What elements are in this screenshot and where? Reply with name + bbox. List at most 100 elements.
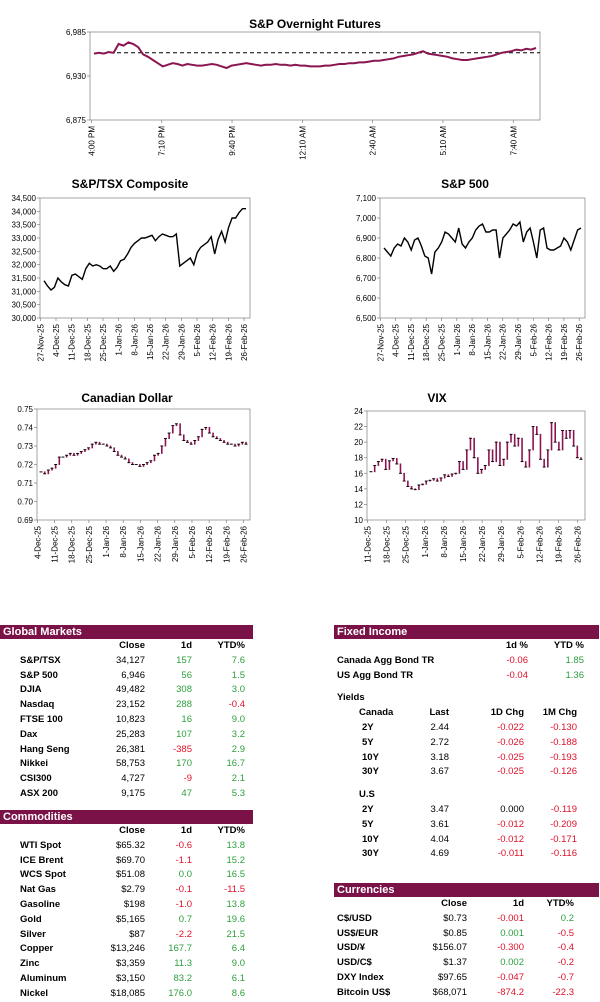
change-ytd: -0.4 xyxy=(228,699,245,711)
yield-column-header: 1D Chg xyxy=(490,707,524,719)
vix-xtick-label: 8-Jan-26 xyxy=(440,525,449,557)
change-1d: 47 xyxy=(181,787,192,799)
change-1d: -9 xyxy=(183,773,192,785)
cad-xtick-label: 22-Jan-26 xyxy=(154,525,163,562)
futures-title: S&P Overnight Futures xyxy=(249,17,381,31)
column-header: 1d % xyxy=(505,640,528,651)
futures-xtick-label: 12:10 AM xyxy=(298,126,307,160)
change-ytd: 8.6 xyxy=(231,987,245,999)
change-ytd: 5.3 xyxy=(231,787,245,799)
change-1d: 0.7 xyxy=(178,913,192,925)
row-label: Copper xyxy=(20,943,54,955)
change-ytd: 9.0 xyxy=(231,958,245,970)
tenor-label: 10Y xyxy=(362,751,379,763)
vix-xtick-label: 22-Jan-26 xyxy=(478,525,487,562)
spx-xtick-label: 12-Feb-26 xyxy=(545,323,554,360)
tsx-ytick-label: 34,000 xyxy=(12,207,37,216)
close-value: 9,175 xyxy=(121,787,145,799)
change-ytd: 16.7 xyxy=(226,758,246,770)
row-label: USD/¥ xyxy=(337,942,365,954)
table-row: WCS Spot $51.08 0.0 16.5 xyxy=(0,868,253,883)
change-ytd: -11.5 xyxy=(224,884,245,896)
yield-last: 3.18 xyxy=(430,751,450,763)
spx-xtick-label: 19-Feb-26 xyxy=(560,323,569,360)
cad-xtick-label: 19-Feb-26 xyxy=(222,525,231,562)
cad-ytick-label: 0.75 xyxy=(17,405,33,414)
fixed-income-table: Fixed Income 1d % YTD % Canada Agg Bond TR… xyxy=(334,625,599,862)
tsx-xtick-label: 18-Dec-25 xyxy=(83,323,92,361)
tenor-label: 10Y xyxy=(362,833,379,845)
close-value: 4,727 xyxy=(121,773,145,785)
row-label: USD/C$ xyxy=(337,957,372,969)
yield-change-1m: -0.116 xyxy=(550,848,577,860)
change-ytd: 2.9 xyxy=(231,743,245,755)
table-row: S&P 500 6,946 56 1.5 xyxy=(0,669,253,684)
table-row: Nikkei 58,753 170 16.7 xyxy=(0,757,253,772)
change-ytd: 9.0 xyxy=(231,713,245,725)
cad-ytick-label: 0.72 xyxy=(17,461,33,470)
yields-country-label: U.S xyxy=(359,789,375,801)
table-row: Hang Seng 26,381 -385 2.9 xyxy=(0,743,253,758)
row-label: Silver xyxy=(20,928,46,940)
close-value: $198 xyxy=(123,898,145,910)
change-ytd: -0.5 xyxy=(557,927,574,939)
change-1d: -1.1 xyxy=(175,854,192,866)
change-1d: 0.002 xyxy=(500,957,524,969)
table-row: Nickel $18,085 176.0 8.6 xyxy=(0,987,253,1002)
futures-plot-area xyxy=(89,31,541,121)
futures-xtick-label: 9:40 PM xyxy=(228,126,237,156)
change-ytd: 13.8 xyxy=(226,839,246,851)
change-1d: -874.2 xyxy=(497,986,524,998)
row-label: ICE Brent xyxy=(20,854,64,866)
spx-plot-area xyxy=(379,197,586,319)
column-header: 1d xyxy=(512,898,524,909)
yield-change-1d: -0.011 xyxy=(497,848,524,860)
spx-title: S&P 500 xyxy=(441,177,489,191)
row-label: Gold xyxy=(20,913,42,925)
cad-xtick-label: 26-Feb-26 xyxy=(239,525,248,562)
column-header: 1d xyxy=(180,640,192,651)
table-row: WTI Spot $65.32 -0.6 13.8 xyxy=(0,839,253,854)
table-row: Gold $5,165 0.7 19.6 xyxy=(0,913,253,928)
yield-change-1m: -0.193 xyxy=(550,751,577,763)
tsx-ytick-label: 30,000 xyxy=(12,314,37,323)
spx-xtick-label: 26-Feb-26 xyxy=(575,323,584,360)
close-value: $5,165 xyxy=(115,913,145,925)
row-label: Bitcoin US$ xyxy=(337,986,391,998)
yield-last: 4.04 xyxy=(430,833,450,845)
yield-last: 2.72 xyxy=(430,736,450,748)
tsx-ytick-label: 32,000 xyxy=(12,261,37,270)
close-value: $18,085 xyxy=(110,987,145,999)
yield-row: 5Y 3.61 -0.012 -0.209 xyxy=(334,818,599,833)
global-markets-header: Global Markets xyxy=(0,625,253,639)
tsx-ytick-label: 33,500 xyxy=(12,221,37,230)
yield-change-1d: -0.026 xyxy=(497,736,524,748)
yield-change-1d: -0.012 xyxy=(497,833,524,845)
table-row: USD/¥ $156.07 -0.300 -0.4 xyxy=(334,941,599,956)
close-value: $65.32 xyxy=(115,839,145,851)
cad-xtick-label: 29-Jan-26 xyxy=(171,525,180,562)
column-header: 1d xyxy=(180,825,192,836)
close-value: $87 xyxy=(129,928,145,940)
vix-ytick-label: 16 xyxy=(354,469,363,478)
column-header-row: 1d % YTD % xyxy=(334,639,599,654)
change-ytd: 1.36 xyxy=(565,669,585,681)
spx-chart-svg: S&P 500 7,100 7,000 6,900 6,800 6,700 6,600 6,5… xyxy=(356,177,586,361)
fixed-income-header: Fixed Income xyxy=(334,625,599,639)
spacer xyxy=(334,780,599,788)
futures-ytick-label: 6,985 xyxy=(66,28,87,37)
yield-row: 10Y 4.04 -0.012 -0.171 xyxy=(334,833,599,848)
currencies-header: Currencies xyxy=(334,883,599,897)
close-value: 34,127 xyxy=(115,654,145,666)
tsx-xtick-label: 1-Jan-26 xyxy=(115,323,124,355)
tenor-label: 2Y xyxy=(362,721,374,733)
table-row: USD/C$ $1.37 0.002 -0.2 xyxy=(334,956,599,971)
vix-xtick-label: 25-Dec-25 xyxy=(402,525,411,563)
table-row: Aluminum $3,150 83.2 6.1 xyxy=(0,972,253,987)
change-1d: 167.7 xyxy=(168,943,192,955)
row-label: DJIA xyxy=(20,684,42,696)
close-value: 25,283 xyxy=(115,728,145,740)
close-value: 10,823 xyxy=(115,713,145,725)
close-value: $3,150 xyxy=(115,972,145,984)
tsx-chart-svg: S&P/TSX Composite 34,500 34,000 33,500 33,00… xyxy=(12,177,251,361)
